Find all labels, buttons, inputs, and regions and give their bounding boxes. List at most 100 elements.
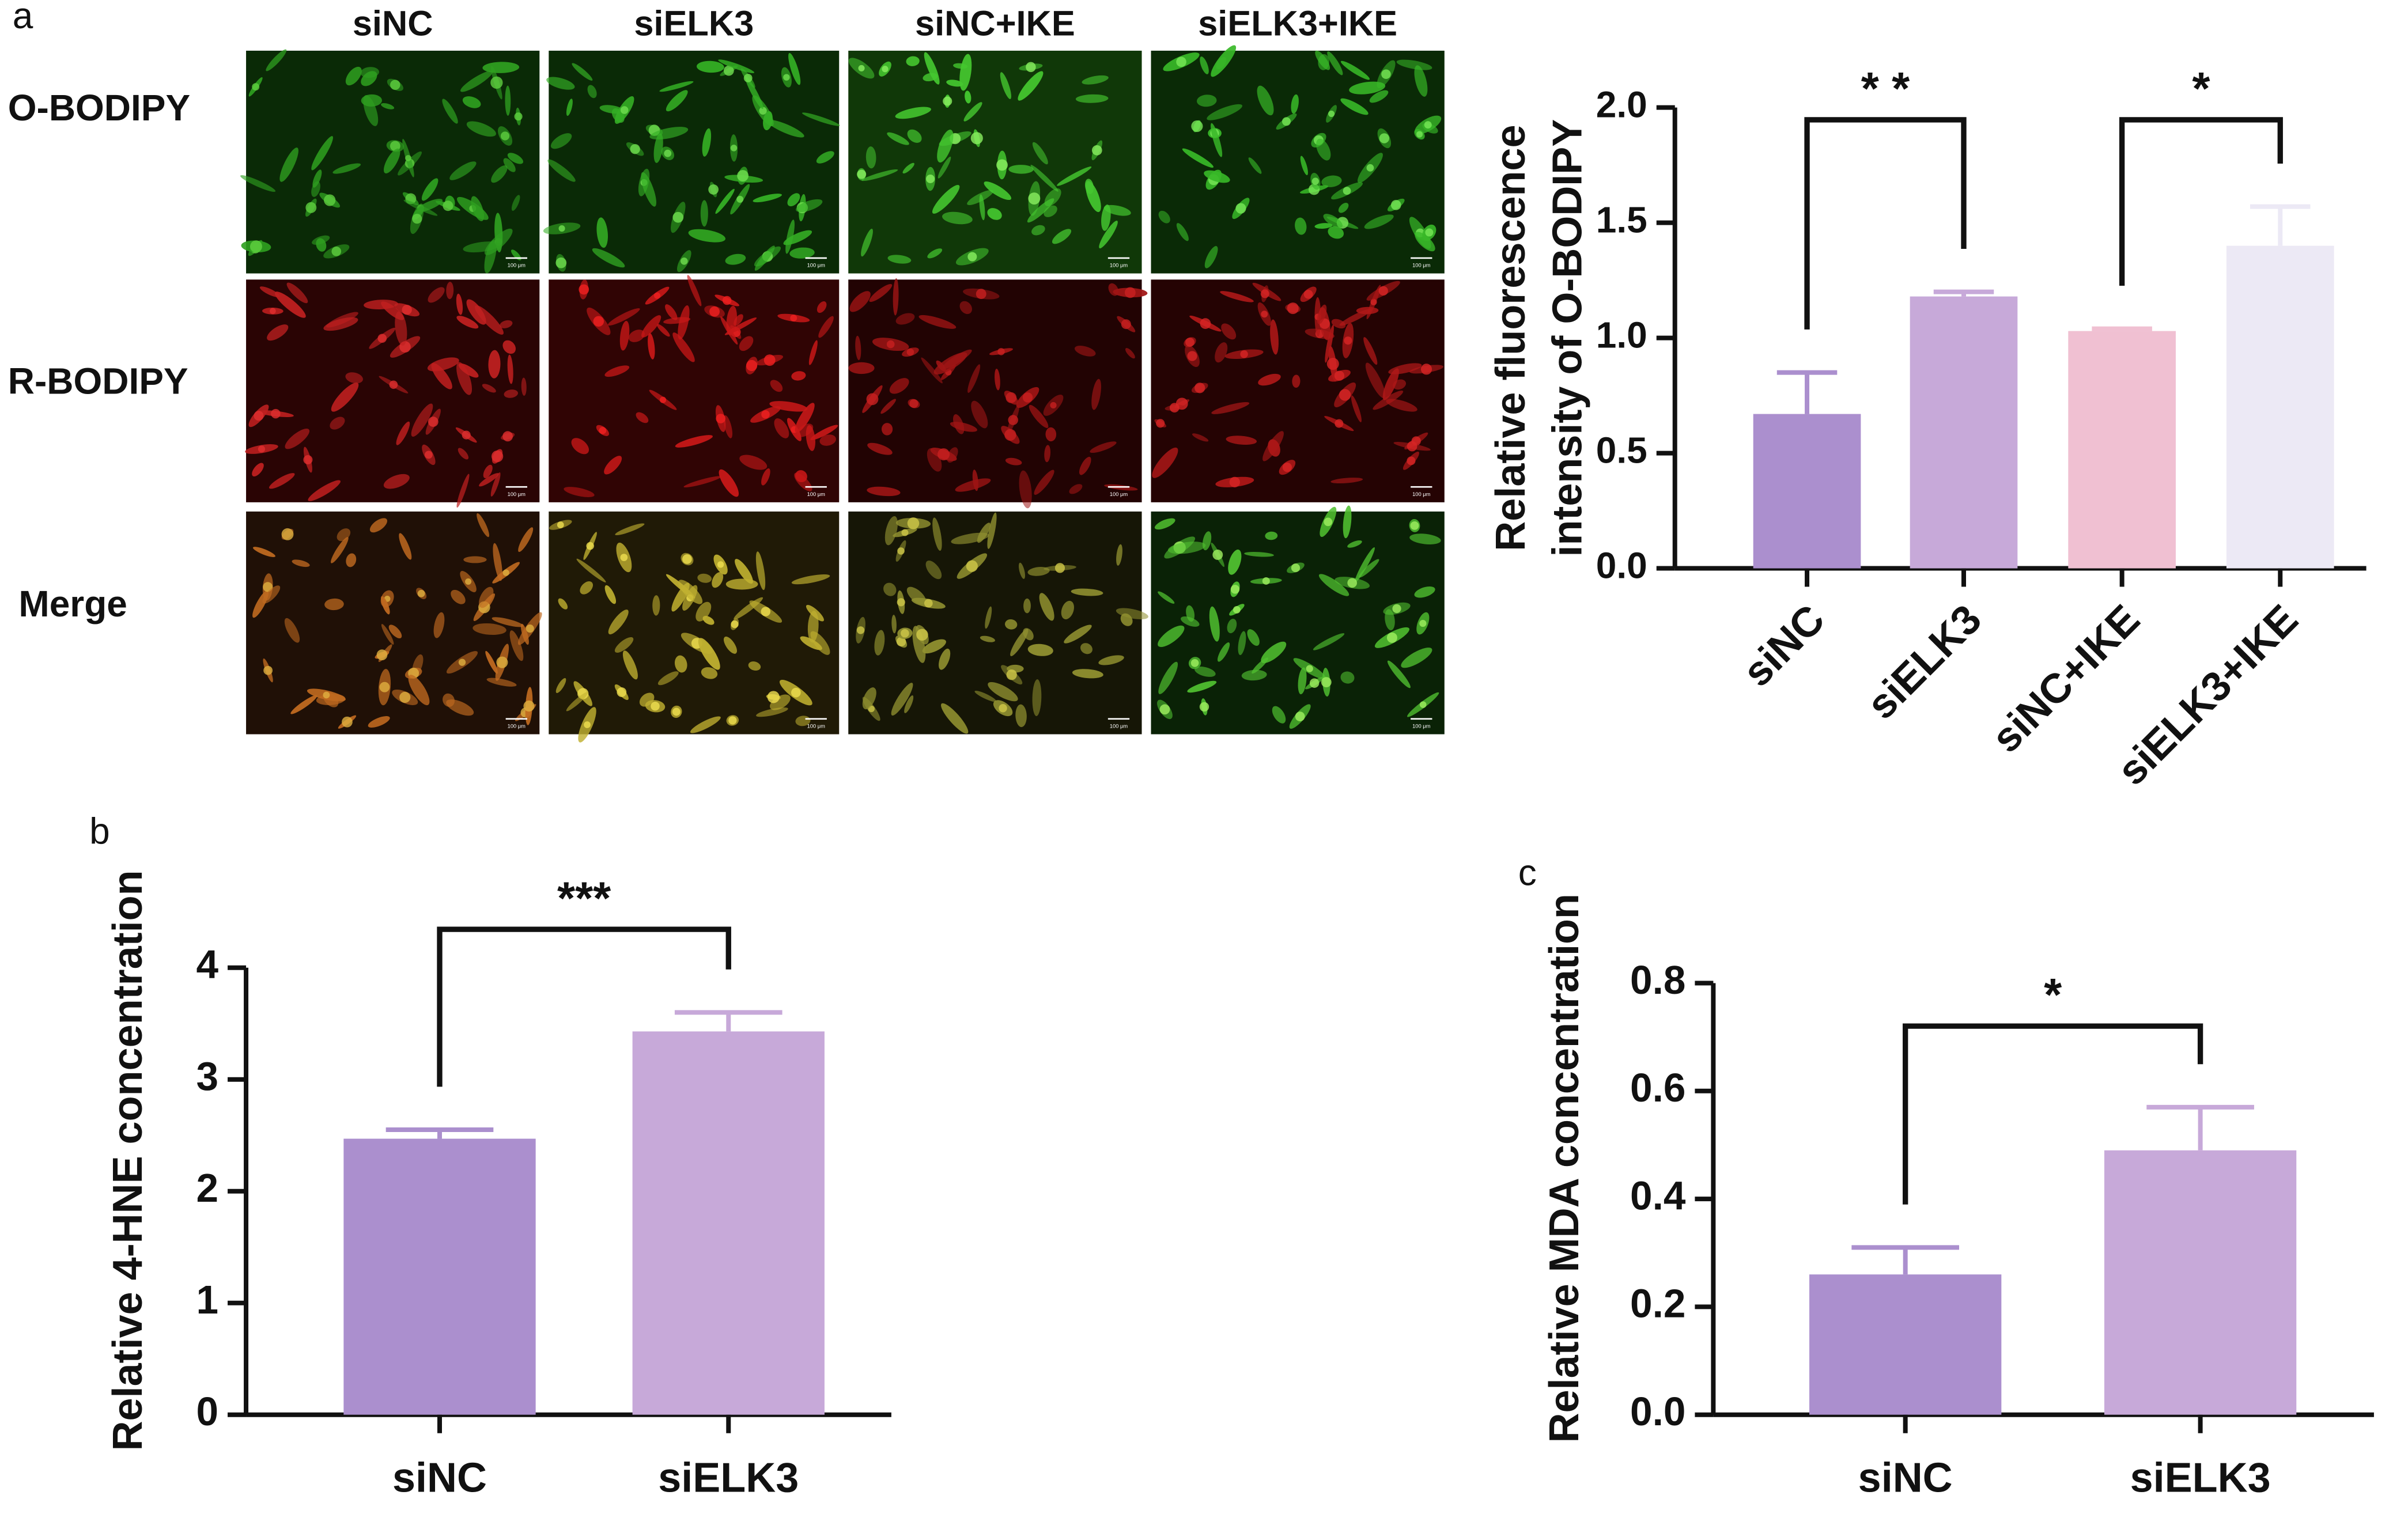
significance-bracket [1804,117,1967,330]
cell [1349,81,1386,94]
cell [1204,246,1218,268]
cell [712,571,724,588]
cell [1325,324,1334,363]
cell [688,229,725,243]
cell [862,687,876,710]
nucleus [1425,228,1434,237]
cell [1200,56,1209,74]
nucleus [746,359,758,372]
row-label: R-BODIPY [8,360,188,402]
cell [428,287,445,303]
cell [274,292,306,318]
cell [587,85,597,99]
cell [891,615,897,634]
nucleus [897,547,905,555]
cell [723,636,737,654]
cell [558,598,568,610]
cell [622,650,638,680]
cell [520,623,529,645]
cell [550,133,572,149]
cell [1316,138,1331,161]
cell [719,469,739,497]
cell [1338,203,1349,213]
cell [1340,98,1369,115]
cell [1385,609,1395,631]
nucleus [1390,200,1401,210]
cell [1227,619,1237,634]
nucleus [653,292,661,299]
x-tick-label: siNC [1858,1455,1953,1501]
cell [1262,431,1284,461]
cell [604,585,617,604]
cell [1292,374,1301,388]
nucleus [620,554,628,561]
cell [816,151,834,164]
nucleus [906,348,914,356]
scale-bar-label: 100 μm [807,491,826,497]
cell [1018,71,1044,101]
cell [1027,644,1053,656]
nucleus [737,170,749,182]
cell [808,340,818,365]
nucleus [500,131,510,141]
cell [698,638,720,670]
nucleus [672,707,681,716]
cell [507,354,513,384]
cell [463,556,487,563]
y-tick-label: 0.8 [1630,957,1685,1002]
nucleus [743,74,753,82]
y-tick-label: 1.0 [1596,314,1647,355]
cell [1265,531,1278,540]
cell [462,96,481,108]
cell [1291,94,1299,114]
cell [675,435,713,448]
cell [1008,165,1034,174]
nucleus [1187,351,1197,361]
y-tick-label: 2.0 [1596,84,1647,126]
cell [331,537,349,563]
y-tick-label: 0.0 [1630,1389,1685,1434]
nucleus [1343,187,1351,195]
cell [482,62,520,73]
nucleus [943,96,952,106]
cell [795,403,815,433]
cell [1331,319,1346,329]
nucleus [271,408,281,419]
cell [1339,308,1372,326]
cell [1382,368,1399,400]
cell [891,683,913,716]
cell [887,255,912,264]
cell [756,707,788,717]
column-header: siNC [353,3,433,43]
cell [739,455,768,470]
cell [678,580,703,604]
cell [755,551,766,591]
cell [500,320,513,328]
cell [1061,600,1074,619]
cell [259,286,280,297]
bar [1753,414,1861,569]
cell [1415,232,1435,252]
cell [1226,436,1257,445]
cell [959,54,972,91]
cell [1272,706,1286,724]
cell [292,559,310,567]
y-tick-label: 0.5 [1596,429,1647,471]
cell [787,193,800,207]
cell [1034,470,1054,495]
column-header: siNC+IKE [915,3,1075,43]
cell [1298,667,1307,695]
cell [683,476,721,488]
cell [1414,65,1428,97]
cell [479,586,494,608]
nucleus [1326,358,1339,370]
cell [690,716,721,733]
cell [971,400,988,429]
cell [1204,170,1230,183]
cell [1044,188,1061,207]
cell [884,516,898,546]
cell [1069,484,1083,494]
cell [509,630,524,661]
cell [959,301,973,315]
nucleus [555,257,567,268]
